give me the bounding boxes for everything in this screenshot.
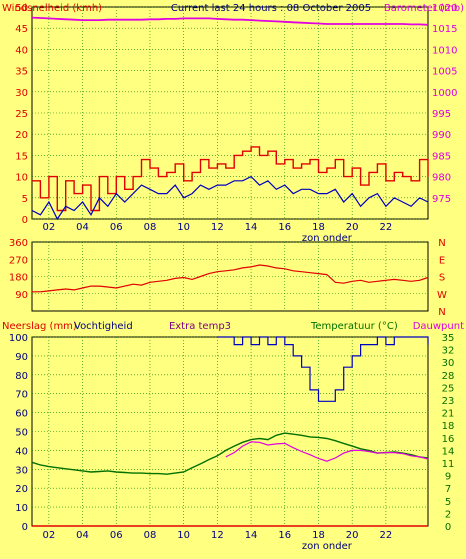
wind-y-tick-label: 0 xyxy=(22,215,28,226)
humidity-y-tick-label: 90 xyxy=(15,352,28,363)
humidity-y-tick-label: 30 xyxy=(15,465,28,476)
dewpoint-axis-title: Dauwpunt xyxy=(413,321,464,332)
humidity-y-tick-label: 10 xyxy=(15,503,28,514)
rain-axis-title: Neerslag (mm) xyxy=(2,321,77,332)
wind-y-tick-label: 10 xyxy=(15,173,28,184)
wind-x-tick-label: 02 xyxy=(42,222,55,233)
temperature-y-tick-label: 16 xyxy=(442,434,455,445)
temperature-x-tick-label: 18 xyxy=(312,530,325,541)
barometer-y-tick-label: 985 xyxy=(432,151,451,162)
direction-y-tick-label: 270 xyxy=(9,255,28,266)
temperature-x-tick-label: 10 xyxy=(177,530,190,541)
humidity-y-tick-label: 40 xyxy=(15,446,28,457)
temperature-y-tick-label: 21 xyxy=(442,409,455,420)
wind-x-tick-label: 08 xyxy=(144,222,157,233)
wind-x-tick-label: 04 xyxy=(76,222,89,233)
humidity-y-tick-label: 50 xyxy=(15,428,28,439)
barometer-y-tick-label: 995 xyxy=(432,109,451,120)
wind-x-tick-label: 14 xyxy=(245,222,258,233)
humidity-y-tick-label: 80 xyxy=(15,371,28,382)
temperature-y-tick-label: 30 xyxy=(442,358,455,369)
wind-axis-title: Windsnelheid (kmh) xyxy=(2,3,102,14)
temperature-x-tick-label: 14 xyxy=(245,530,258,541)
wind-x-tick-label: 22 xyxy=(380,222,393,233)
temperature-y-tick-label: 28 xyxy=(442,371,455,382)
temperature-y-tick-label: 9 xyxy=(445,472,451,483)
humidity-y-tick-label: 20 xyxy=(15,484,28,495)
temperature-y-tick-label: 11 xyxy=(442,459,455,470)
wind-y-tick-label: 40 xyxy=(15,45,28,56)
temperature-y-tick-label: 14 xyxy=(442,446,455,457)
direction-compass-label: W xyxy=(437,290,447,301)
chart-title: Current last 24 hours : 08 October 2005 xyxy=(171,3,371,14)
barometer-y-tick-label: 1010 xyxy=(432,45,457,56)
temperature-x-tick-label: 12 xyxy=(211,530,224,541)
wind-x-tick-label: 06 xyxy=(110,222,123,233)
humidity-y-tick-label: 60 xyxy=(15,409,28,420)
barometer-y-tick-label: 990 xyxy=(432,130,451,141)
direction-compass-label: N xyxy=(438,307,445,318)
temperature-y-tick-label: 2 xyxy=(445,509,451,520)
barometer-y-tick-label: 1020 xyxy=(432,3,457,14)
humidity-y-tick-label: 100 xyxy=(9,333,28,344)
wind-y-tick-label: 25 xyxy=(15,109,28,120)
wind-y-tick-label: 5 xyxy=(22,194,28,205)
barometer-y-tick-label: 980 xyxy=(432,173,451,184)
humidity-series-line xyxy=(217,336,429,402)
temperature-y-tick-label: 23 xyxy=(442,396,455,407)
wind-x-tick-label: 12 xyxy=(211,222,224,233)
temperature-x-tick-label: 22 xyxy=(380,530,393,541)
temperature-x-tick-label: 04 xyxy=(76,530,89,541)
barometer-y-tick-label: 1000 xyxy=(432,88,457,99)
wind-y-tick-label: 50 xyxy=(15,3,28,14)
temperature-y-tick-label: 32 xyxy=(442,346,455,357)
barometer-y-tick-label: 1015 xyxy=(432,24,457,35)
wind-direction-series-line xyxy=(32,264,429,293)
wind-y-tick-label: 35 xyxy=(15,67,28,78)
barometer-series-line xyxy=(31,16,429,26)
temperature-series-line xyxy=(31,432,429,475)
temperature-y-tick-label: 7 xyxy=(445,484,451,495)
wind-x-tick-label: 10 xyxy=(177,222,190,233)
barometer-y-tick-label: 1005 xyxy=(432,67,457,78)
wind-y-tick-label: 15 xyxy=(15,151,28,162)
wind-x-extra-label: zon onder xyxy=(302,233,353,244)
humidity-axis-title: Vochtigheid xyxy=(74,321,133,332)
temperature-x-tick-label: 16 xyxy=(278,530,291,541)
direction-compass-label: S xyxy=(439,273,445,284)
direction-y-tick-label: 180 xyxy=(9,273,28,284)
temperature-axis-title: Temperatuur (°C) xyxy=(310,321,398,332)
temperature-x-tick-label: 08 xyxy=(144,530,157,541)
temperature-y-tick-label: 5 xyxy=(445,497,451,508)
direction-y-tick-label: 90 xyxy=(15,290,28,301)
wind-x-tick-label: 20 xyxy=(346,222,359,233)
temperature-y-tick-label: 35 xyxy=(442,333,455,344)
direction-y-tick-label: 360 xyxy=(9,238,28,249)
wind-y-tick-label: 30 xyxy=(15,88,28,99)
direction-compass-label: N xyxy=(438,238,445,249)
barometer-axis-title: Barometer (mb) xyxy=(384,3,464,14)
wind-average-series-line xyxy=(31,175,429,221)
temperature-x-tick-label: 06 xyxy=(110,530,123,541)
barometer-y-tick-label: 975 xyxy=(432,194,451,205)
temperature-x-tick-label: 20 xyxy=(346,530,359,541)
extra-temp-title: Extra temp3 xyxy=(169,321,231,332)
wind-y-tick-label: 20 xyxy=(15,130,28,141)
temperature-y-tick-label: 18 xyxy=(442,421,455,432)
wind-y-tick-label: 45 xyxy=(15,24,28,35)
wind-speed-series-line xyxy=(32,146,429,212)
wind-x-tick-label: 16 xyxy=(278,222,291,233)
temperature-y-tick-label: 0 xyxy=(445,522,451,533)
direction-compass-label: E xyxy=(439,255,445,266)
temperature-y-tick-label: 25 xyxy=(442,383,455,394)
dewpoint-series-line xyxy=(225,441,429,462)
temperature-x-extra-label: zon onder xyxy=(302,541,353,552)
humidity-y-tick-label: 70 xyxy=(15,390,28,401)
temperature-x-tick-label: 02 xyxy=(42,530,55,541)
humidity-y-tick-label: 0 xyxy=(22,522,28,533)
wind-x-tick-label: 18 xyxy=(312,222,325,233)
